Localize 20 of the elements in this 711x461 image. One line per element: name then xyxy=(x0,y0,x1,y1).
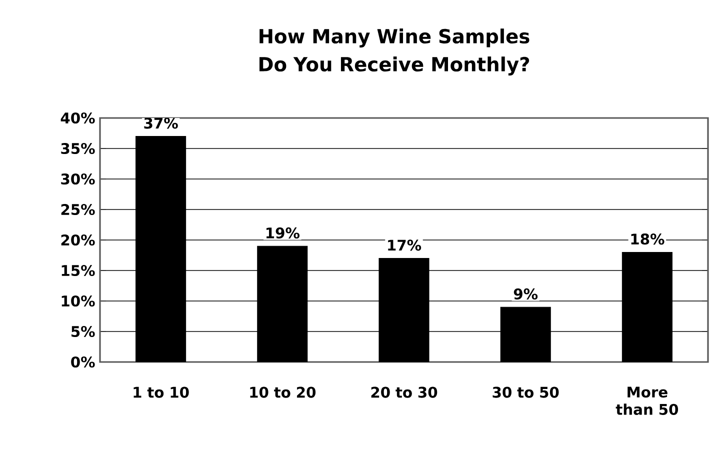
y-tick-label: 30% xyxy=(61,173,95,185)
data-label: 9% xyxy=(514,288,538,300)
x-tick-label: 20 to 30 xyxy=(371,386,438,398)
x-tick-label: 10 to 20 xyxy=(250,386,316,398)
y-tick-label: 35% xyxy=(61,142,95,154)
y-tick-label: 0% xyxy=(71,356,95,368)
y-tick-label: 40% xyxy=(60,112,95,124)
x-tick-label: 1 to 10 xyxy=(134,386,189,398)
y-tick-label: 15% xyxy=(62,264,95,276)
data-label: 19% xyxy=(266,227,300,239)
x-tick-label: 30 to 50 xyxy=(492,386,559,398)
y-tick-label: 20% xyxy=(61,234,95,246)
chart-title: How Many Wine Samples Do You Receive Monthly? xyxy=(259,28,530,76)
y-tick-label: 5% xyxy=(72,326,95,338)
y-tick-label: 10% xyxy=(62,295,95,307)
y-tick-label: 25% xyxy=(61,204,95,216)
data-label: 17% xyxy=(388,240,422,251)
data-label: 18% xyxy=(631,234,664,245)
data-label: 37% xyxy=(144,118,178,129)
x-tick-label: More than 50 xyxy=(616,386,678,415)
